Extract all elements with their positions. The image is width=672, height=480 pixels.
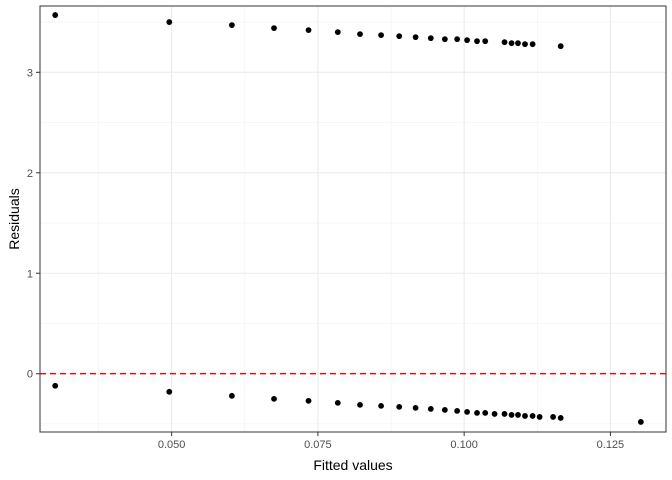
data-point [557,43,564,50]
plot-panel-border [39,5,667,433]
data-point [412,404,419,411]
y-axis-title: Residuals [6,188,22,249]
data-point [441,36,448,43]
data-point [515,412,521,418]
data-point [271,25,277,32]
data-point [474,410,480,416]
data-point [334,29,341,36]
data-point [166,388,173,395]
data-point [427,35,434,42]
data-point [52,382,59,389]
data-point [396,403,403,410]
data-point [228,22,235,28]
data-point [464,409,470,415]
minor-gridlines [40,6,666,432]
data-point [357,31,363,38]
data-point [357,401,363,408]
data-point [557,415,564,421]
x-tick-label: 0.050 [158,439,186,451]
data-point [515,40,521,47]
data-point [529,41,536,48]
data-point [454,36,461,43]
data-point [491,411,498,417]
data-point [271,395,277,402]
data-point [550,414,556,420]
y-tick-label: 3 [27,67,33,79]
data-point [482,410,489,416]
data-point [228,392,235,399]
data-point [378,32,384,39]
data-point [378,402,384,409]
x-axis-ticks: 0.050 0.075 0.100 0.125 [158,432,624,451]
y-axis-ticks: 0 1 2 3 [27,67,40,381]
y-tick-label: 1 [27,268,33,280]
data-point [522,41,528,48]
data-point [454,408,461,414]
data-point [637,419,644,425]
data-point [305,397,312,404]
data-point [396,33,403,40]
data-point [334,399,341,406]
data-point [427,405,434,412]
data-point [501,411,508,417]
data-point [166,19,173,25]
data-point [52,12,59,18]
data-point [441,406,448,413]
data-point [501,39,508,46]
plot-panel-background [40,6,666,432]
x-tick-label: 0.125 [597,439,625,451]
data-points [52,12,644,425]
data-point [529,413,536,419]
y-tick-label: 0 [27,369,33,381]
data-point [508,40,515,47]
data-point [536,414,543,420]
y-tick-label: 2 [27,168,33,180]
data-point [464,37,470,44]
x-tick-label: 0.075 [304,439,332,451]
x-tick-label: 0.100 [450,439,478,451]
data-point [474,38,480,45]
data-point [305,27,312,34]
x-axis-title: Fitted values [313,457,392,473]
data-point [522,413,528,419]
data-point [482,38,489,45]
data-point [508,412,515,418]
data-point [412,34,419,41]
